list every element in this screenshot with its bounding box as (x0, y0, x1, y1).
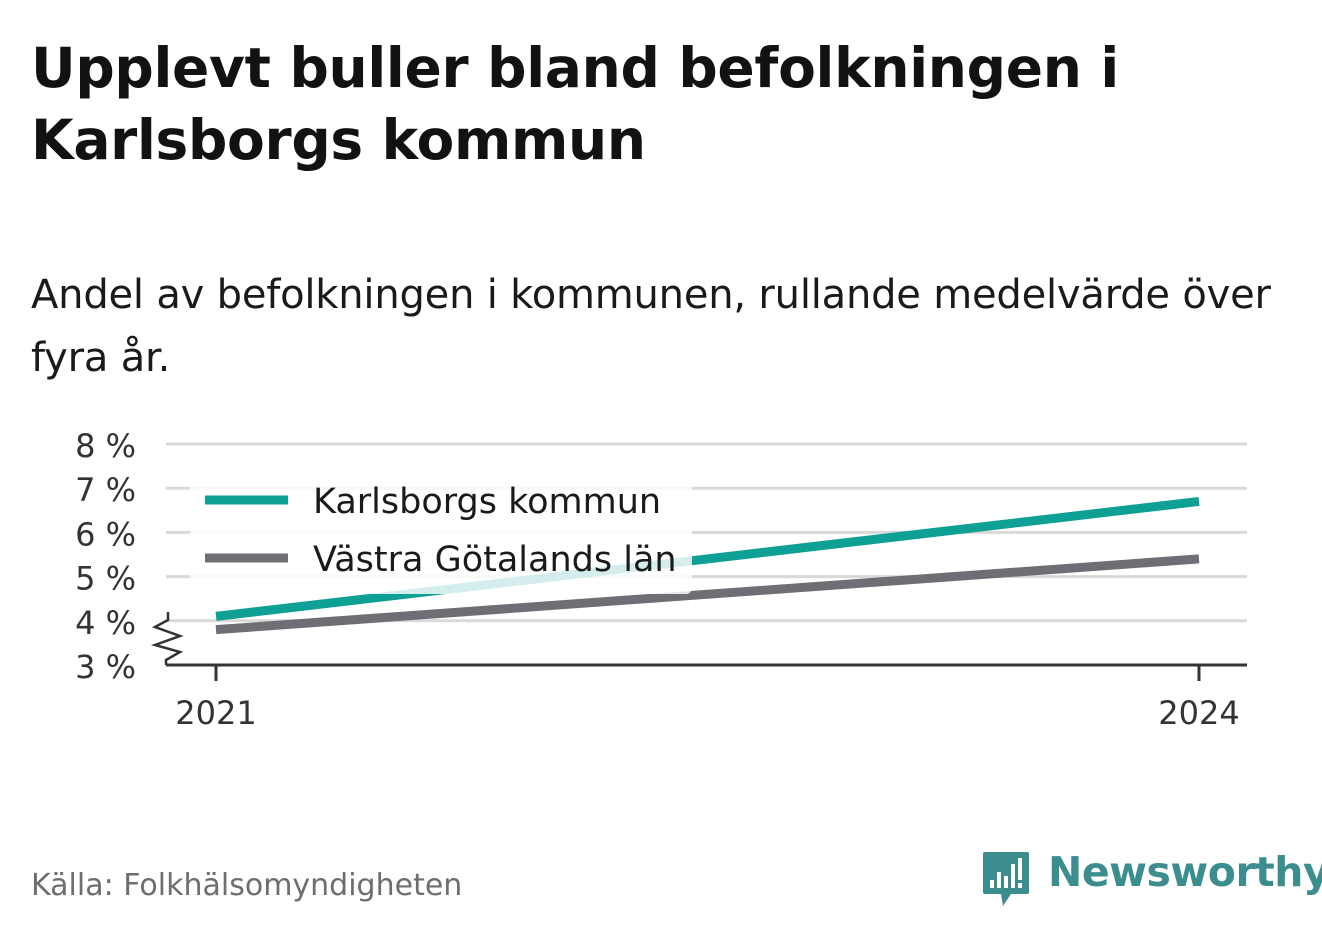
legend-box (190, 474, 692, 594)
y-axis-break-marker (150, 612, 184, 665)
y-tick-label: 4 % (75, 604, 136, 642)
y-tick-label: 5 % (75, 560, 136, 598)
legend-label: Västra Götalands län (313, 540, 677, 580)
legend-label: Karlsborgs kommun (313, 482, 661, 522)
chart-title: Upplevt buller bland befolkningen i Karl… (31, 36, 1119, 172)
x-tick-label: 2021 (175, 694, 256, 732)
legend: Karlsborgs kommun Västra Götalands län (190, 474, 692, 594)
y-axis-tick-labels: 3 % 4 % 5 % 6 % 7 % 8 % (75, 427, 136, 686)
x-tick-label: 2024 (1158, 694, 1239, 732)
y-tick-label: 3 % (75, 648, 136, 686)
x-axis-tick-labels: 2021 2024 (175, 694, 1239, 732)
y-axis-break-zigzag (150, 612, 184, 665)
y-tick-label: 6 % (75, 515, 136, 553)
chart-subtitle: Andel av befolkningen i kommunen, rullan… (31, 272, 1271, 381)
y-tick-label: 7 % (75, 471, 136, 509)
series-lines (215, 496, 1200, 635)
y-tick-label: 8 % (75, 427, 136, 465)
x-axis (166, 663, 1247, 681)
source-note: Källa: Folkhälsomyndigheten (31, 868, 463, 903)
newsworthy-logo: Newsworthy (978, 848, 1322, 912)
series-line (215, 496, 1200, 621)
series-line (215, 554, 1200, 635)
line-chart: 3 % 4 % 5 % 6 % 7 % 8 % 2021 2024 Karlsborgs k… (75, 427, 1247, 732)
newsworthy-logo-text: Newsworthy (1048, 848, 1322, 896)
newsworthy-logo-icon (983, 852, 1029, 906)
